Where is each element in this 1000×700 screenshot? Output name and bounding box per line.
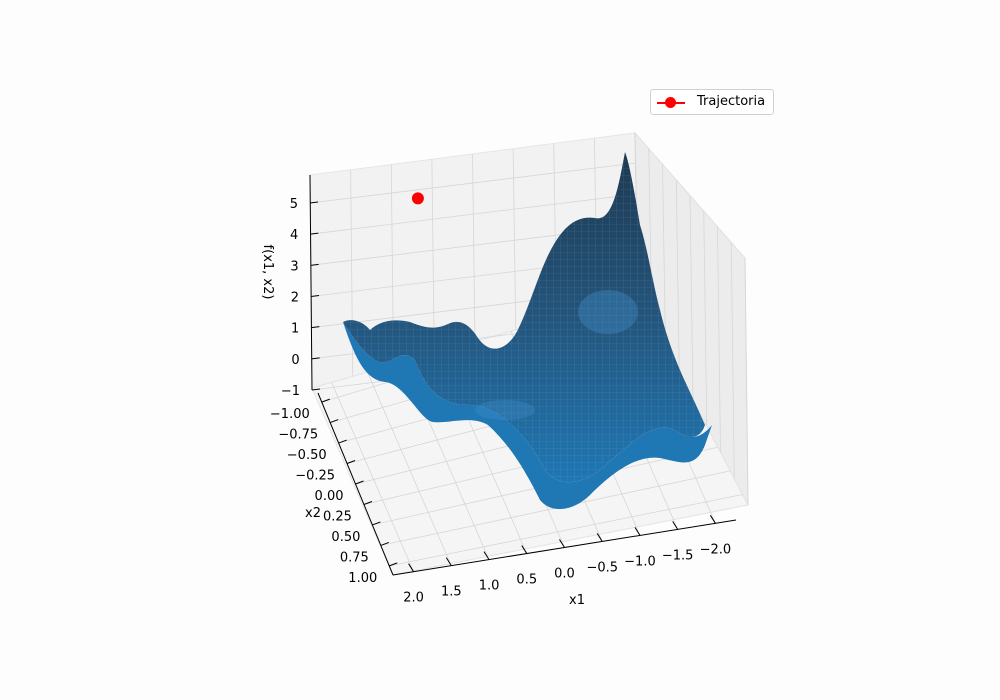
surface-valley-highlight bbox=[475, 400, 535, 420]
y-tick-label: 0.00 bbox=[315, 489, 344, 504]
x-tick-label: −1.0 bbox=[624, 554, 656, 569]
x-tick-label: −1.5 bbox=[662, 548, 694, 563]
z-tick-mark bbox=[310, 295, 320, 297]
legend: Trajectoria bbox=[650, 89, 774, 115]
back-vertical-gridline bbox=[431, 159, 435, 354]
z-tick-mark bbox=[311, 357, 320, 360]
x-tick-mark bbox=[483, 551, 490, 560]
z-tick-mark bbox=[310, 232, 319, 235]
x-tick-label: 1.0 bbox=[479, 579, 500, 594]
legend-label: Trajectoria bbox=[697, 94, 766, 109]
back-vertical-gridline bbox=[512, 148, 517, 330]
y-tick-mark bbox=[372, 521, 381, 526]
y-tick-label: 0.25 bbox=[323, 509, 352, 524]
z-tick-label: 3 bbox=[290, 259, 298, 274]
x-tick-label: 1.5 bbox=[441, 585, 462, 600]
y-axis-label: x2 bbox=[305, 506, 321, 521]
x-tick-mark bbox=[521, 545, 528, 554]
right-vertical-gridline bbox=[717, 226, 721, 453]
x-tick-mark bbox=[634, 527, 641, 536]
y-tick-mark bbox=[330, 419, 339, 424]
z-tick-mark bbox=[310, 263, 319, 266]
y-tick-mark bbox=[346, 460, 356, 464]
y-tick-mark bbox=[389, 562, 398, 567]
surface-mesh bbox=[343, 152, 705, 483]
trajectory-point bbox=[411, 192, 424, 205]
legend-dot-marker bbox=[665, 97, 676, 108]
x-tick-label: −2.0 bbox=[700, 542, 732, 557]
y-gridline bbox=[389, 494, 743, 567]
z-tick-label: 5 bbox=[290, 197, 298, 212]
z-tick-mark bbox=[311, 326, 320, 329]
z-tick-label: 0 bbox=[291, 353, 299, 368]
z-tick-label: −1 bbox=[281, 384, 300, 399]
x-axis-label: x1 bbox=[569, 593, 585, 608]
y-tick-mark bbox=[380, 541, 389, 546]
right-vertical-gridline bbox=[730, 242, 735, 479]
surface-lower-band bbox=[343, 322, 712, 510]
z-tick-label: 2 bbox=[291, 291, 299, 306]
surface-highlight bbox=[578, 290, 638, 334]
y-tick-label: −0.50 bbox=[287, 448, 327, 463]
y-tick-mark bbox=[363, 501, 373, 505]
z-axis-label: f(x1, x2) bbox=[260, 245, 275, 300]
tick-marks bbox=[309, 201, 716, 572]
x-tick-mark bbox=[445, 557, 452, 566]
z-tick-mark bbox=[309, 201, 319, 204]
right-vertical-gridline bbox=[662, 164, 666, 348]
right-vertical-gridline bbox=[744, 257, 749, 506]
z-axis-line bbox=[309, 174, 313, 391]
right-vertical-gridline bbox=[675, 179, 680, 374]
x-tick-label: 0.5 bbox=[516, 573, 537, 588]
back-vertical-gridline bbox=[472, 153, 476, 342]
z-tick-mark bbox=[311, 388, 321, 391]
y-tick-label: 0.50 bbox=[331, 530, 360, 545]
right-vertical-gridline bbox=[703, 211, 708, 427]
y-tick-mark bbox=[338, 439, 347, 444]
z-tick-label: 1 bbox=[291, 322, 299, 337]
y-tick-mark bbox=[321, 398, 330, 403]
right-vertical-gridline bbox=[689, 195, 694, 401]
y-tick-label: 1.00 bbox=[348, 571, 377, 586]
tick-labels: 2.0 1.5 1.0 0.5 0.0 −0.5 −1.0 −1.5 −2.0 −1.00 −0.7… bbox=[270, 197, 731, 606]
y-tick-label: −0.75 bbox=[278, 428, 318, 443]
x-gridline bbox=[331, 382, 414, 572]
y-tick-label: −0.25 bbox=[295, 469, 335, 484]
x-tick-mark bbox=[408, 563, 415, 572]
x-tick-label: −0.5 bbox=[586, 560, 618, 575]
x-tick-mark bbox=[672, 521, 679, 530]
y-tick-label: −1.00 bbox=[270, 407, 310, 422]
z-tick-label: 4 bbox=[290, 228, 298, 243]
x-tick-mark bbox=[559, 539, 565, 548]
y-tick-mark bbox=[355, 480, 364, 485]
x-tick-mark bbox=[596, 533, 603, 542]
y-tick-label: 0.75 bbox=[340, 550, 369, 565]
x-tick-mark bbox=[709, 515, 716, 524]
x-tick-label: 2.0 bbox=[403, 591, 424, 606]
x-tick-label: 0.0 bbox=[554, 567, 575, 582]
